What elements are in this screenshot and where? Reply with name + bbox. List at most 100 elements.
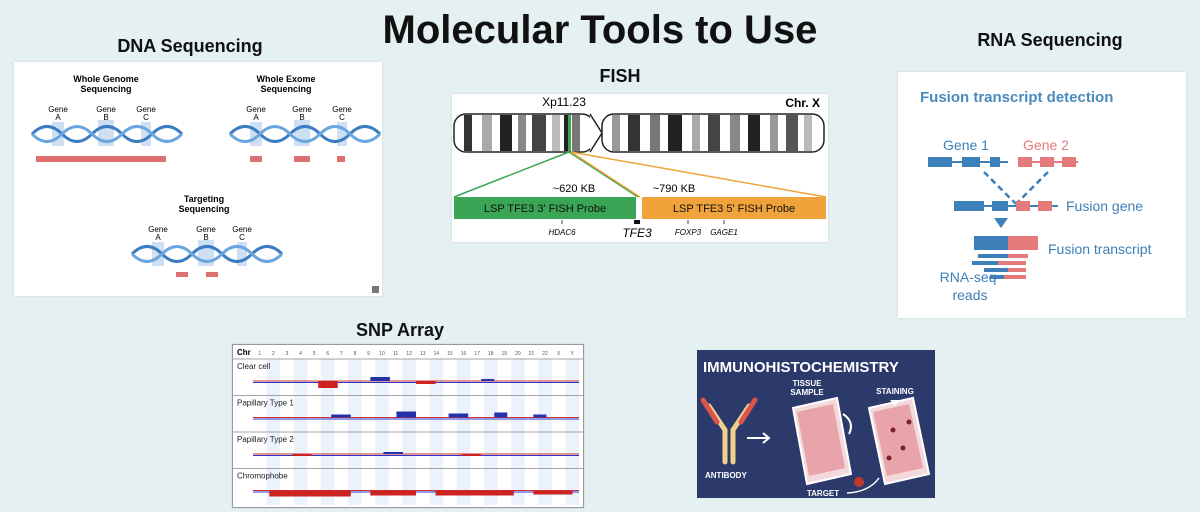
copy-loss-segment <box>318 381 338 388</box>
band-label: Xp11.23 <box>542 95 586 109</box>
chromosome-number: 12 <box>406 351 412 357</box>
gene-letter: C <box>143 113 149 122</box>
gene1-structure <box>928 157 1008 167</box>
dna-sequencing-title: DNA Sequencing <box>117 36 263 56</box>
snp-track: Chromophobe <box>233 468 583 497</box>
snp-track: Papillary Type 2 <box>233 431 583 456</box>
chromosome-number: 14 <box>434 351 440 357</box>
gene-label: Gene <box>246 105 266 114</box>
copy-gain-segment <box>370 377 390 381</box>
copy-loss-segment <box>533 490 573 495</box>
gene-label: Gene <box>196 225 216 234</box>
snp-track-label: Chromophobe <box>237 472 288 481</box>
tfe3-marker <box>634 220 640 224</box>
staining-down-arrow-icon <box>890 400 900 406</box>
right-probe-label: LSP TFE3 5' FISH Probe <box>673 203 795 215</box>
fish-diagram: Xp11.23 Chr. X <box>453 95 827 240</box>
snp-track: Papillary Type 1 <box>233 395 583 420</box>
stained-slide <box>867 396 931 486</box>
arrow-right-icon <box>747 432 771 444</box>
copy-gain-segment <box>494 412 508 418</box>
copy-gain-segment <box>533 414 547 418</box>
chromosome-x-ideogram <box>453 113 825 153</box>
zoom-line-left <box>453 151 570 198</box>
chromosome-number-labels: 1 2 3 4 5 6 7 8 9 10 11 12 13 14 15 16 17 18 19 20 21 22 X Y <box>258 351 574 357</box>
tgt-coverage-bars <box>176 272 218 277</box>
tfe3-label: TFE3 <box>622 226 652 240</box>
copy-loss-segment <box>416 381 436 384</box>
gene-label: Gene <box>136 105 156 114</box>
breakpoint-line-gene1 <box>983 171 1017 205</box>
snp-array-title: SNP Array <box>355 320 445 340</box>
tissue-label-line2: SAMPLE <box>790 388 824 397</box>
staining-label: STAINING <box>876 387 914 396</box>
gene-letter: C <box>339 113 345 122</box>
tissue-label-line1: TISSUE <box>793 379 823 388</box>
chromosome-number: 3 <box>286 351 289 357</box>
fusion-gene-structure <box>954 201 1058 211</box>
target-arrow-icon <box>846 477 880 494</box>
copy-loss-segment <box>292 454 312 456</box>
fusion-transcript-label: Fusion transcript <box>1048 241 1152 257</box>
down-arrow-icon <box>994 218 1008 228</box>
chromosome-number: 13 <box>420 351 426 357</box>
left-probe-bar <box>454 197 636 219</box>
zoom-line-mid-left <box>568 151 639 198</box>
chromosome-number: 6 <box>326 351 329 357</box>
gene2-structure <box>1018 157 1078 167</box>
gene-label: Gene <box>148 225 168 234</box>
chromosome-number: 18 <box>488 351 494 357</box>
gene-letter: B <box>203 233 208 242</box>
snp-tracks: Clear cell Papillary Type 1 Papillary Type… <box>233 358 583 497</box>
gene-letter: A <box>55 113 61 122</box>
wes-gene-labels: Gene A Gene B Gene C <box>246 105 352 122</box>
copy-loss-segment <box>269 490 351 497</box>
wes-label-line2: Sequencing <box>260 84 311 94</box>
rna-seq-read-bars <box>972 254 1028 279</box>
foxp3-label: FOXP3 <box>675 228 702 237</box>
left-probe-size: ~620 KB <box>553 183 596 195</box>
chromosome-number: 1 <box>258 351 261 357</box>
panel-resize-handle <box>372 286 379 293</box>
gene-label: Gene <box>96 105 116 114</box>
chromosome-number: 11 <box>393 351 398 357</box>
wes-label-line1: Whole Exome <box>256 74 315 84</box>
target-label: TARGET <box>807 489 839 498</box>
copy-gain-segment <box>481 379 495 381</box>
gene-letter: A <box>253 113 259 122</box>
rna-sequencing-title: RNA Sequencing <box>977 30 1123 50</box>
hdac6-label: HDAC6 <box>548 228 576 237</box>
snp-array-panel: Chr 1 2 3 4 5 6 7 8 9 10 11 12 13 14 15 16 17 18 19 20 21 22 X… <box>232 344 584 508</box>
chromosome-number: 7 <box>340 351 343 357</box>
fusion-transcript-bar <box>974 236 1038 250</box>
dna-sequencing-panel: Whole Genome Sequencing Gene A Gene B Ge… <box>14 62 382 296</box>
ihc-diagram: IMMUNOHISTOCHEMISTRY ANTIBODY TISSUE SAM… <box>700 359 931 498</box>
gage1-label: GAGE1 <box>710 228 738 237</box>
gene-letter: A <box>155 233 161 242</box>
wgs-label-line2: Sequencing <box>80 84 131 94</box>
rna-seq-reads-label-line2: reads <box>952 287 987 303</box>
chromosome-number: 15 <box>447 351 453 357</box>
chr-header-label: Chr <box>237 348 251 357</box>
chromosome-number: 4 <box>299 351 302 357</box>
gene-label: Gene <box>332 105 352 114</box>
wgs-label-line1: Whole Genome <box>73 74 139 84</box>
gene2-label: Gene 2 <box>1023 137 1069 153</box>
right-probe-size: ~790 KB <box>653 183 696 195</box>
rna-sequencing-diagram: Fusion transcript detection Gene 1 Gene … <box>920 89 1152 303</box>
chromosome-label: Chr. X <box>785 96 820 110</box>
chromosome-number: 5 <box>313 351 316 357</box>
tgt-gene-labels: Gene A Gene B Gene C <box>148 225 252 242</box>
antibody-icon <box>700 397 758 465</box>
gene-letter: B <box>299 113 304 122</box>
gene-label: Gene <box>292 105 312 114</box>
copy-gain-segment <box>396 411 416 418</box>
copy-loss-segment <box>461 454 482 456</box>
chromosome-number: 16 <box>461 351 467 357</box>
wgs-gene-labels: Gene A Gene B Gene C <box>48 105 156 122</box>
gene-label: Gene <box>232 225 252 234</box>
right-probe-bar <box>642 197 826 219</box>
copy-loss-segment <box>435 490 514 496</box>
target-dot <box>854 477 864 487</box>
gene-letter: C <box>239 233 245 242</box>
